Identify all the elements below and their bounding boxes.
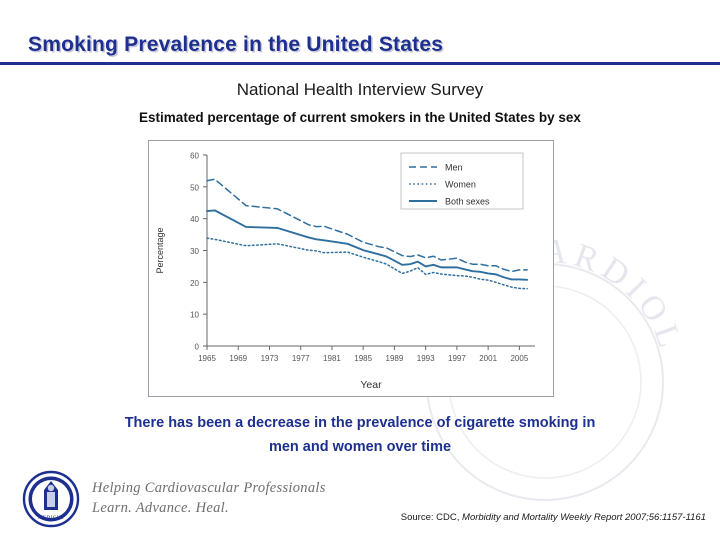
legend-box <box>400 152 524 210</box>
source-journal: Morbidity and Mortality Weekly Report <box>462 512 623 523</box>
x-tick-label: 1969 <box>229 354 247 363</box>
y-tick-label: 0 <box>195 343 200 352</box>
series-line-2 <box>206 209 529 281</box>
y-tick-label: 40 <box>190 215 199 224</box>
line-chart: 0 10 20 30 40 50 60 1965 1969 1973 1977 1981 1985 198… <box>148 140 554 397</box>
source-tail: 2007;56:1157-1161 <box>622 512 706 523</box>
legend-label-1: Women <box>445 180 476 190</box>
logo-tagline-line-1: Helping Cardiovascular Professionals <box>92 480 326 496</box>
x-tick-label: 2005 <box>510 354 528 363</box>
chart-canvas: 0 10 20 30 40 50 60 1965 1969 1973 1977 1981 1985 198… <box>155 152 535 391</box>
survey-subtitle: National Health Interview Survey <box>236 80 484 99</box>
y-tick-label: 30 <box>190 247 199 256</box>
x-tick-label: 1997 <box>448 354 466 363</box>
x-tick-label: 1973 <box>261 354 279 363</box>
conclusion-line-2: men and women over time <box>268 438 452 455</box>
y-tick-label: 50 <box>190 183 199 192</box>
logo-tagline-line-2: Learn. Advance. Heal. <box>92 500 229 516</box>
x-tick-label: 1965 <box>198 354 216 363</box>
svg-text:MEDICUS: MEDICUS <box>38 515 64 521</box>
y-tick-label: 20 <box>190 279 199 288</box>
page-title: Smoking Prevalence in the United States <box>28 33 444 56</box>
y-tick-label: 60 <box>190 152 199 161</box>
legend-label-0: Men <box>445 163 463 173</box>
chart-caption: Estimated percentage of current smokers … <box>139 110 581 125</box>
series-line-1 <box>206 237 528 290</box>
y-tick-label: 10 <box>190 311 199 320</box>
x-tick-label: 2001 <box>479 354 497 363</box>
source-label: Source: CDC, <box>400 512 463 523</box>
x-tick-label: 1989 <box>386 354 404 363</box>
logo-tagline: Helping Cardiovascular Professionals Lea… <box>92 480 326 517</box>
conclusion-text: There has been a decrease in the prevale… <box>40 412 680 460</box>
x-tick-label: 1981 <box>323 354 341 363</box>
legend-label-2: Both sexes <box>445 197 490 207</box>
x-tick-label: 1977 <box>292 354 310 363</box>
conclusion-line-1: There has been a decrease in the prevale… <box>124 415 596 431</box>
x-axis-label: Year <box>360 379 382 391</box>
x-tick-label: 1993 <box>417 354 435 363</box>
slide-header: Smoking Prevalence in the United States <box>0 0 720 65</box>
x-tick-label: 1985 <box>354 354 372 363</box>
source-citation: Source: CDC, Morbidity and Mortality Wee… <box>401 512 706 523</box>
acc-logo-icon: MEDICUS <box>22 470 80 528</box>
title-divider <box>0 62 720 65</box>
y-axis-label: Percentage <box>155 227 165 273</box>
